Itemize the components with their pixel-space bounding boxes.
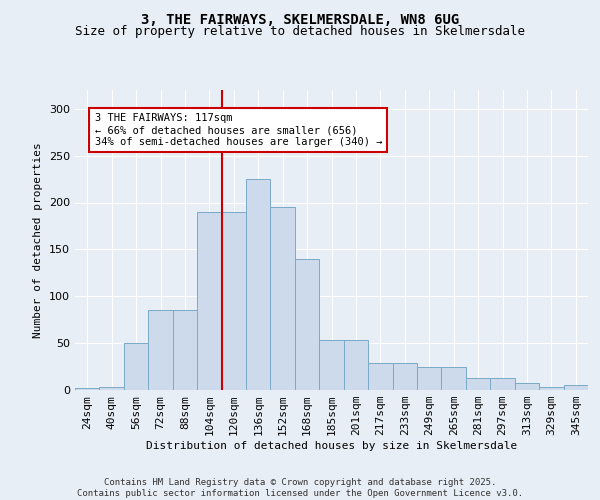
Bar (319, 340, 344, 390)
Text: 3, THE FAIRWAYS, SKELMERSDALE, WN8 6UG: 3, THE FAIRWAYS, SKELMERSDALE, WN8 6UG (141, 12, 459, 26)
Bar (148, 310, 173, 390)
Bar (197, 212, 221, 390)
Bar (124, 343, 148, 390)
Bar (271, 207, 295, 390)
Bar (173, 310, 197, 390)
Bar (417, 366, 442, 390)
Bar (466, 378, 490, 390)
Bar (515, 384, 539, 390)
Bar (295, 259, 319, 390)
Text: 3 THE FAIRWAYS: 117sqm
← 66% of detached houses are smaller (656)
34% of semi-de: 3 THE FAIRWAYS: 117sqm ← 66% of detached… (95, 114, 382, 146)
Bar (392, 363, 417, 390)
Bar (344, 340, 368, 390)
Bar (368, 363, 392, 390)
Bar (563, 386, 588, 390)
Y-axis label: Number of detached properties: Number of detached properties (34, 142, 43, 338)
Bar (246, 179, 271, 390)
Bar (442, 366, 466, 390)
Bar (490, 378, 515, 390)
Text: Contains HM Land Registry data © Crown copyright and database right 2025.
Contai: Contains HM Land Registry data © Crown c… (77, 478, 523, 498)
Bar (100, 387, 124, 390)
Bar (75, 388, 100, 390)
Bar (221, 212, 246, 390)
X-axis label: Distribution of detached houses by size in Skelmersdale: Distribution of detached houses by size … (146, 441, 517, 451)
Bar (539, 387, 563, 390)
Text: Size of property relative to detached houses in Skelmersdale: Size of property relative to detached ho… (75, 25, 525, 38)
